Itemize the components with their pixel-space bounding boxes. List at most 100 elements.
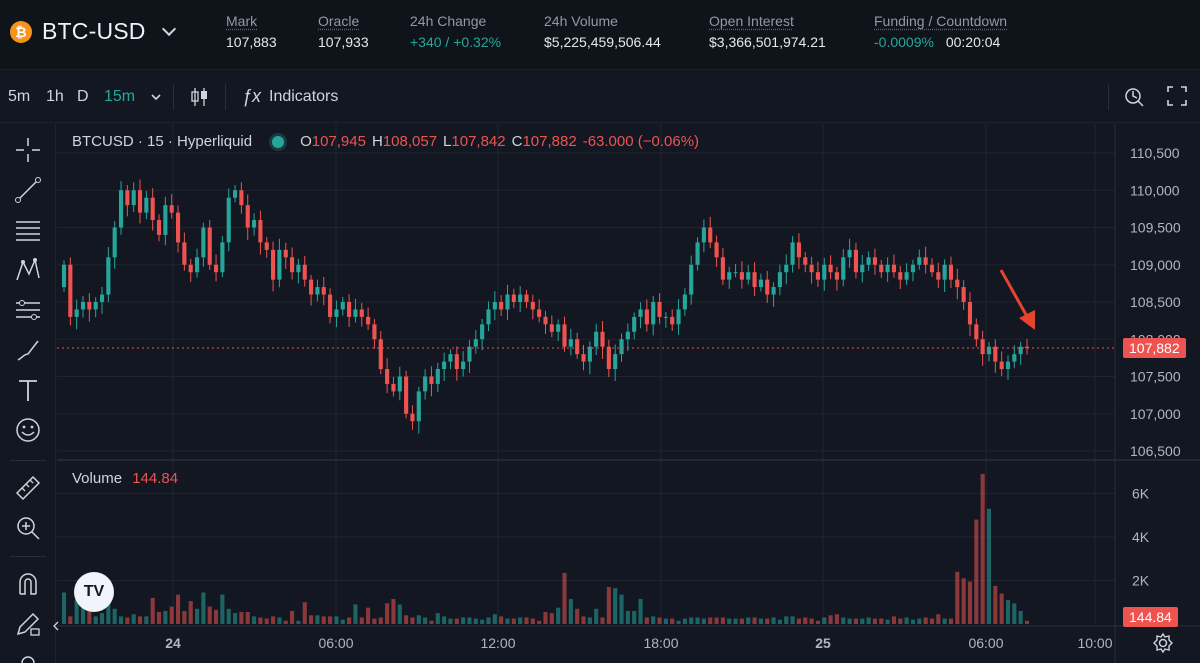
price-tick-label: 107,500 (1130, 369, 1181, 385)
candle-body (758, 279, 763, 288)
candle-body (986, 346, 992, 355)
candle-body (575, 339, 580, 355)
candle-body (828, 264, 833, 273)
volume-bar (530, 618, 535, 624)
candle-body (689, 264, 694, 295)
projection-icon[interactable] (14, 296, 42, 324)
volume-bar (746, 617, 751, 624)
volume-bar (910, 619, 916, 624)
candle-body (980, 339, 985, 355)
chevron-down-icon[interactable] (161, 21, 176, 37)
candle-body (974, 324, 979, 340)
volume-bar (112, 608, 117, 624)
candle-body (581, 354, 586, 362)
stat-value: $3,366,501,974.21 (709, 34, 826, 50)
fullscreen-icon[interactable] (1166, 85, 1188, 107)
drawing-toolbar (0, 124, 56, 663)
candle-body (727, 272, 732, 280)
volume-bar (467, 617, 472, 624)
indicators-button[interactable]: Indicators (269, 88, 339, 105)
snapshot-icon[interactable] (1123, 85, 1145, 107)
volume-bar (226, 608, 231, 624)
volume-bar (245, 612, 250, 624)
fib-icon[interactable] (14, 216, 42, 244)
time-tick-label: 25 (815, 635, 831, 651)
volume-bar (239, 612, 244, 624)
trend-line-icon[interactable] (14, 176, 42, 204)
candle-body (347, 302, 352, 317)
fx-icon[interactable]: ƒx (242, 86, 262, 106)
ruler-icon[interactable] (14, 474, 42, 502)
interval-5m[interactable]: 5m (8, 88, 31, 105)
candle-body (853, 249, 858, 273)
candle-body (290, 257, 295, 273)
candle-body (746, 272, 751, 280)
volume-bar (638, 598, 643, 624)
last-volume-tag: 144.84 (1123, 607, 1178, 627)
candle-body (860, 264, 865, 273)
volume-bar (150, 597, 155, 624)
annotation-arrow-head (1019, 310, 1035, 330)
pattern-icon[interactable] (14, 256, 42, 284)
interval-dropdown-icon[interactable] (150, 91, 162, 103)
candle-body (1012, 354, 1017, 362)
candle-body (302, 264, 307, 280)
time-tick-label: 12:00 (480, 635, 515, 651)
candle-body (511, 294, 516, 302)
magnet-icon[interactable] (14, 570, 42, 598)
candle-body (777, 272, 782, 288)
legend-close-label: C (511, 133, 523, 150)
volume-bar (581, 616, 586, 624)
pencil-lock-icon[interactable] (14, 610, 42, 638)
settings-icon[interactable] (1152, 632, 1174, 654)
volume-bar (1005, 600, 1011, 624)
volume-bar (917, 618, 922, 624)
candles-icon[interactable] (189, 86, 211, 108)
candle-body (309, 279, 314, 295)
interval-15m[interactable]: 15m (104, 88, 136, 105)
candle-body (245, 205, 250, 228)
volume-bar (283, 620, 288, 624)
volume-bar (233, 613, 238, 624)
text-icon[interactable] (14, 376, 42, 404)
emoji-icon[interactable] (14, 416, 42, 444)
pair-selector[interactable]: ₿ BTC-USD (10, 18, 176, 45)
stat-open-interest: Open Interest $3,366,501,974.21 (709, 13, 826, 50)
candle-body (163, 205, 168, 235)
zoom-icon[interactable] (14, 514, 42, 542)
brush-icon[interactable] (14, 336, 42, 364)
candle-body (239, 190, 244, 206)
candle-body (714, 242, 719, 258)
candle-body (771, 287, 776, 295)
interval-d[interactable]: D (77, 88, 89, 105)
toolbar-divider (225, 84, 226, 110)
candle-body (150, 197, 155, 221)
volume-bar (99, 613, 105, 624)
price-tick-label: 110,000 (1130, 182, 1180, 198)
collapse-toolbar-icon[interactable] (51, 620, 61, 632)
volume-bar (372, 618, 377, 624)
candle-body (1005, 361, 1011, 370)
last-price-tag: 107,882 (1123, 338, 1186, 358)
volume-tick-label: 6K (1132, 486, 1150, 502)
chart-canvas[interactable]: 110,500 110,000 109,500 109,000 108,500 108,0… (57, 124, 1200, 663)
volume-bar (619, 594, 624, 624)
tool-divider (10, 460, 46, 461)
stat-oracle: Oracle 107,933 (318, 13, 369, 50)
candle-body (258, 220, 263, 243)
volume-value: 144.84 (132, 470, 179, 487)
chart-area[interactable]: 110,500 110,000 109,500 109,000 108,500 108,0… (53, 124, 1200, 663)
volume-bar (676, 620, 681, 624)
stat-value: $5,225,459,506.44 (544, 34, 661, 50)
tradingview-logo[interactable]: TV (74, 572, 114, 612)
more-tools-icon[interactable] (14, 650, 42, 663)
volume-bar (385, 603, 390, 624)
volume-bar (169, 606, 174, 624)
legend-open-label: O (300, 133, 312, 150)
candle-body (1018, 346, 1023, 355)
interval-1h[interactable]: 1h (46, 88, 64, 105)
volume-bar (999, 593, 1004, 624)
candle-body (796, 242, 801, 258)
volume-bar (486, 617, 491, 624)
crosshair-icon[interactable] (14, 136, 42, 164)
